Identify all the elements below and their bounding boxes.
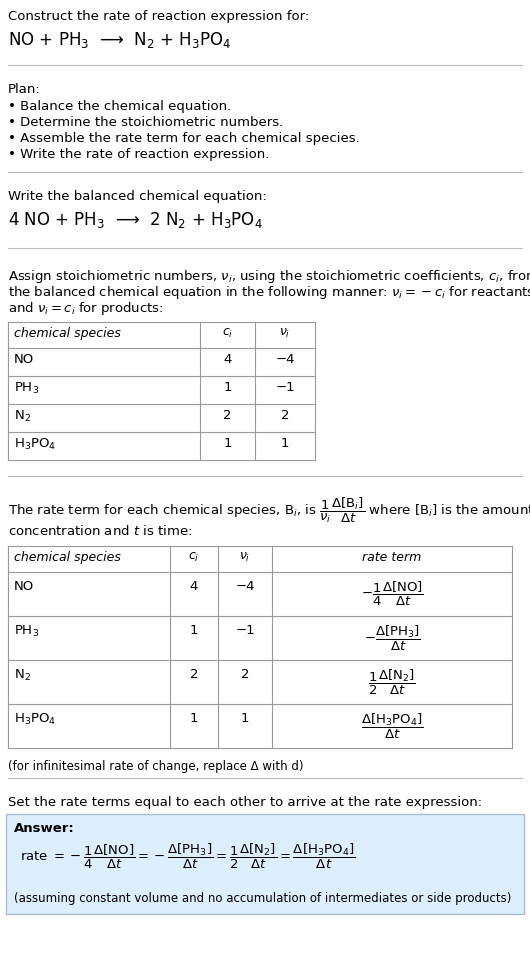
Text: Answer:: Answer: (14, 822, 75, 835)
Text: • Determine the stoichiometric numbers.: • Determine the stoichiometric numbers. (8, 116, 283, 129)
Text: $\nu_i$: $\nu_i$ (240, 551, 251, 564)
Text: 2: 2 (190, 668, 198, 681)
Text: Assign stoichiometric numbers, $\nu_i$, using the stoichiometric coefficients, $: Assign stoichiometric numbers, $\nu_i$, … (8, 268, 530, 285)
Text: −1: −1 (275, 381, 295, 394)
Text: 2: 2 (281, 409, 289, 422)
Text: 2: 2 (241, 668, 249, 681)
Text: 1: 1 (241, 712, 249, 725)
Text: $-\dfrac{\Delta[\mathrm{PH_3}]}{\Delta t}$: $-\dfrac{\Delta[\mathrm{PH_3}]}{\Delta t… (364, 624, 420, 653)
Text: 4: 4 (223, 353, 232, 366)
Text: 4: 4 (190, 580, 198, 592)
Text: −1: −1 (235, 624, 255, 637)
FancyBboxPatch shape (6, 814, 524, 914)
Text: N$_2$: N$_2$ (14, 668, 31, 683)
Text: • Write the rate of reaction expression.: • Write the rate of reaction expression. (8, 148, 269, 161)
Text: Write the balanced chemical equation:: Write the balanced chemical equation: (8, 190, 267, 203)
Text: $-\dfrac{1}{4}\dfrac{\Delta[\mathrm{NO}]}{\Delta t}$: $-\dfrac{1}{4}\dfrac{\Delta[\mathrm{NO}]… (360, 580, 423, 608)
Text: 1: 1 (223, 437, 232, 450)
Text: 1: 1 (190, 712, 198, 725)
Text: $c_i$: $c_i$ (188, 551, 200, 564)
Text: (assuming constant volume and no accumulation of intermediates or side products): (assuming constant volume and no accumul… (14, 892, 511, 905)
Text: NO + PH$_3$  ⟶  N$_2$ + H$_3$PO$_4$: NO + PH$_3$ ⟶ N$_2$ + H$_3$PO$_4$ (8, 30, 231, 50)
Text: rate term: rate term (363, 551, 422, 564)
Text: −4: −4 (275, 353, 295, 366)
Text: $\dfrac{1}{2}\dfrac{\Delta[\mathrm{N_2}]}{\Delta t}$: $\dfrac{1}{2}\dfrac{\Delta[\mathrm{N_2}]… (368, 668, 416, 697)
Text: −4: −4 (235, 580, 255, 592)
Text: • Assemble the rate term for each chemical species.: • Assemble the rate term for each chemic… (8, 132, 360, 145)
Text: $\nu_i$: $\nu_i$ (279, 327, 290, 340)
Text: and $\nu_i = c_i$ for products:: and $\nu_i = c_i$ for products: (8, 300, 164, 317)
Text: PH$_3$: PH$_3$ (14, 381, 39, 396)
Text: • Balance the chemical equation.: • Balance the chemical equation. (8, 100, 231, 113)
Text: Plan:: Plan: (8, 83, 41, 96)
Text: concentration and $t$ is time:: concentration and $t$ is time: (8, 524, 192, 538)
Text: rate $= -\dfrac{1}{4}\dfrac{\Delta[\mathrm{NO}]}{\Delta t} = -\dfrac{\Delta[\mat: rate $= -\dfrac{1}{4}\dfrac{\Delta[\math… (20, 842, 356, 872)
Text: 1: 1 (281, 437, 289, 450)
Text: (for infinitesimal rate of change, replace Δ with d): (for infinitesimal rate of change, repla… (8, 760, 304, 773)
Text: $\dfrac{\Delta[\mathrm{H_3PO_4}]}{\Delta t}$: $\dfrac{\Delta[\mathrm{H_3PO_4}]}{\Delta… (361, 712, 423, 741)
Text: NO: NO (14, 580, 34, 592)
Text: 1: 1 (190, 624, 198, 637)
Text: N$_2$: N$_2$ (14, 409, 31, 425)
Text: H$_3$PO$_4$: H$_3$PO$_4$ (14, 712, 56, 727)
Text: H$_3$PO$_4$: H$_3$PO$_4$ (14, 437, 56, 452)
Text: The rate term for each chemical species, B$_i$, is $\dfrac{1}{\nu_i}\dfrac{\Delt: The rate term for each chemical species,… (8, 496, 530, 525)
Text: chemical species: chemical species (14, 551, 121, 564)
Text: Construct the rate of reaction expression for:: Construct the rate of reaction expressio… (8, 10, 309, 23)
Text: Set the rate terms equal to each other to arrive at the rate expression:: Set the rate terms equal to each other t… (8, 796, 482, 809)
Text: 4 NO + PH$_3$  ⟶  2 N$_2$ + H$_3$PO$_4$: 4 NO + PH$_3$ ⟶ 2 N$_2$ + H$_3$PO$_4$ (8, 210, 263, 230)
Text: chemical species: chemical species (14, 327, 121, 340)
Text: $c_i$: $c_i$ (222, 327, 233, 340)
Text: NO: NO (14, 353, 34, 366)
Text: PH$_3$: PH$_3$ (14, 624, 39, 639)
Text: the balanced chemical equation in the following manner: $\nu_i = -c_i$ for react: the balanced chemical equation in the fo… (8, 284, 530, 301)
Text: 1: 1 (223, 381, 232, 394)
Text: 2: 2 (223, 409, 232, 422)
